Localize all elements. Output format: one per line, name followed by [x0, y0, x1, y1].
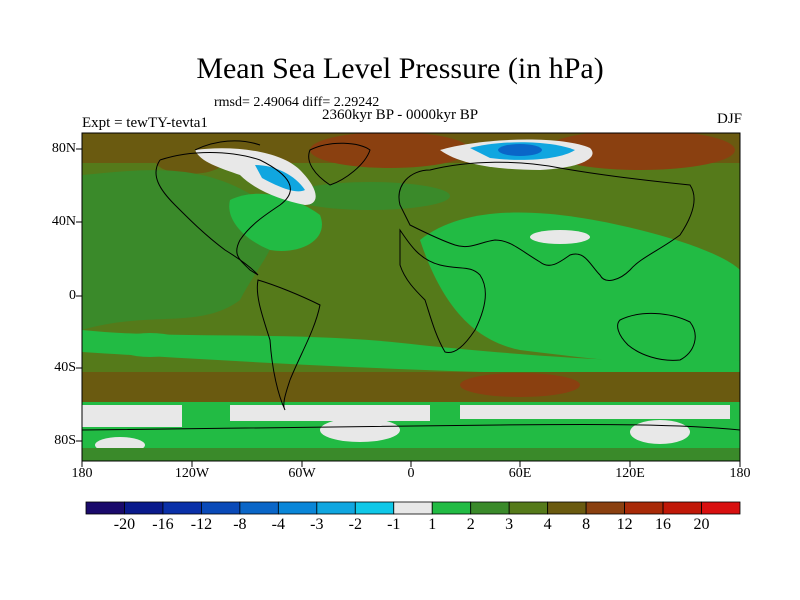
pressure-region	[290, 182, 450, 210]
colorbar-swatch	[662, 501, 702, 515]
lat-label-0: 0	[69, 288, 76, 303]
period-text: 2360kyr BP - 0000kyr BP	[321, 107, 479, 123]
colorbar-label: 16	[655, 516, 672, 533]
colorbar-swatch	[85, 501, 125, 515]
lat-label-40n: 40N	[51, 214, 76, 229]
colorbar-swatch	[354, 501, 395, 515]
pressure-region	[460, 373, 580, 397]
colorbar-swatch	[124, 501, 164, 515]
colorbar-swatch	[316, 501, 356, 515]
pressure-region	[82, 170, 278, 330]
lon-label-0: 0	[407, 466, 415, 481]
colorbar-label: -16	[152, 516, 174, 533]
lat-label-80n: 80N	[51, 141, 76, 156]
colorbar-swatch	[701, 501, 741, 515]
pressure-region	[498, 144, 542, 156]
colorbar-label: -1	[387, 516, 401, 533]
colorbar-label: 12	[616, 516, 633, 533]
map-title: Mean Sea Level Pressure (in hPa)	[196, 52, 604, 85]
colorbar	[85, 501, 741, 515]
colorbar-swatch	[624, 501, 664, 515]
colorbar-swatch	[239, 501, 279, 515]
colorbar-label: -4	[271, 516, 285, 533]
stats-text: rmsd= 2.49064 diff= 2.29242	[214, 95, 380, 110]
pressure-region	[460, 405, 730, 419]
colorbar-label: 2	[466, 516, 475, 533]
pressure-region	[545, 133, 735, 170]
colorbar-swatch	[470, 501, 510, 515]
pressure-region	[320, 418, 400, 442]
lon-label-60e: 60E	[508, 466, 532, 481]
colorbar-swatch	[508, 501, 549, 515]
pressure-region	[255, 165, 305, 192]
pressure-region	[230, 405, 430, 421]
colorbar-swatch	[585, 501, 625, 515]
lon-label-120e: 120E	[615, 466, 645, 481]
pressure-region	[82, 372, 740, 402]
pressure-region	[229, 193, 322, 251]
lon-label-180e: 180	[729, 466, 751, 481]
pressure-region	[630, 420, 690, 444]
colorbar-swatch	[162, 501, 202, 515]
lon-label-180w: 180	[71, 466, 93, 481]
map-plot	[82, 133, 740, 461]
colorbar-swatch	[431, 501, 472, 515]
colorbar-swatch	[277, 501, 318, 515]
pressure-region	[115, 333, 185, 357]
axis-ticks	[76, 148, 741, 467]
season-label: DJF	[716, 111, 742, 127]
pressure-region	[310, 133, 470, 168]
pressure-region	[195, 148, 316, 205]
colorbar-label: 20	[693, 516, 710, 533]
colorbar-label: -3	[310, 516, 324, 533]
lat-label-80s: 80S	[54, 433, 76, 448]
colorbar-label: -20	[113, 516, 136, 533]
pressure-region	[82, 448, 740, 461]
lat-label-40s: 40S	[54, 360, 76, 375]
colorbar-label: -12	[190, 516, 213, 533]
colorbar-label: 1	[428, 516, 437, 533]
colorbar-swatch	[393, 501, 433, 515]
coastlines	[82, 140, 740, 431]
colorbar-label: 4	[543, 516, 552, 533]
pressure-region	[420, 212, 740, 365]
pressure-region	[82, 330, 740, 375]
colorbar-label: 3	[505, 516, 514, 533]
colorbar-swatch	[201, 501, 241, 515]
colorbar-label: -2	[348, 516, 362, 533]
lon-label-120w: 120W	[174, 466, 210, 481]
colorbar-swatch	[547, 501, 587, 515]
lon-label-60w: 60W	[288, 466, 316, 481]
pressure-region	[530, 230, 590, 244]
colorbar-label: 8	[582, 516, 591, 533]
experiment-label: Expt = tewTY-tevta1	[82, 115, 208, 131]
pressure-region	[82, 405, 182, 427]
colorbar-label: -8	[233, 516, 247, 533]
